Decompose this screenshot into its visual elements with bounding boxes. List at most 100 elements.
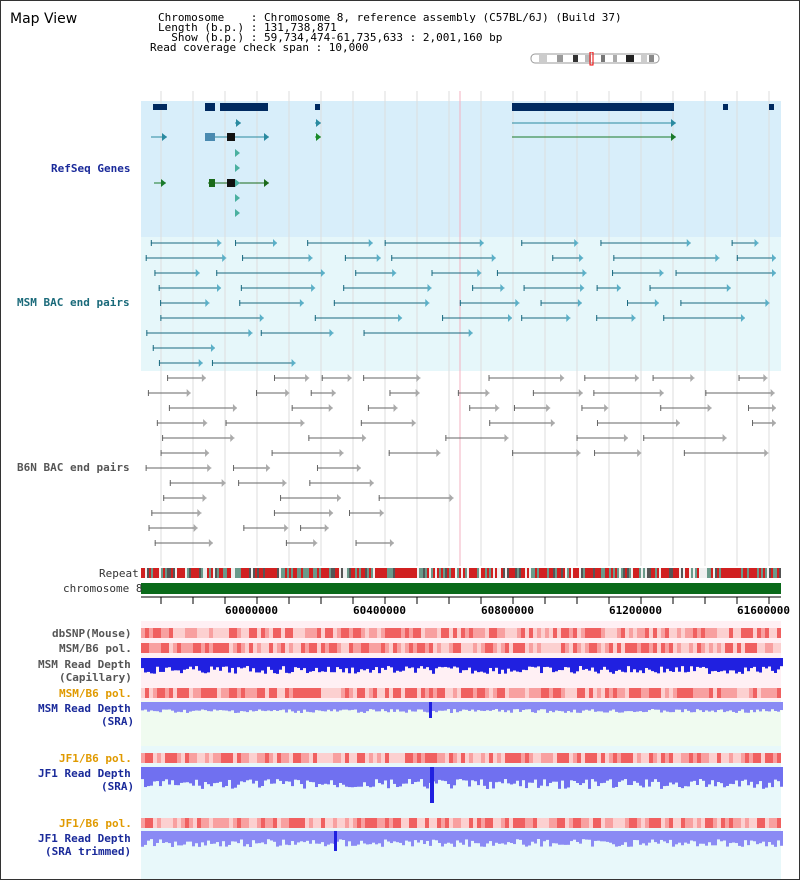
polymorphism-cell (429, 753, 433, 763)
depth-bar (315, 831, 318, 844)
polymorphism-cell (577, 753, 581, 763)
depth-bar (249, 767, 252, 780)
repeat-segment (263, 568, 265, 578)
polymorphism-cell (765, 753, 769, 763)
depth-bar (315, 658, 318, 668)
bac-end (156, 420, 158, 426)
repeat-segment (669, 568, 671, 578)
depth-bar (588, 702, 591, 711)
polymorphism-cell (405, 628, 409, 638)
depth-bar (366, 658, 369, 669)
repeat-segment (453, 568, 455, 578)
depth-bar (618, 767, 621, 782)
polymorphism-cell (249, 643, 253, 653)
depth-bar (252, 658, 255, 669)
depth-bar (312, 831, 315, 841)
polymorphism-cell (553, 643, 557, 653)
depth-bar (498, 658, 501, 674)
polymorphism-cell (749, 628, 753, 638)
depth-bar (402, 767, 405, 784)
polymorphism-cell (289, 818, 293, 828)
polymorphism-cell (645, 643, 649, 653)
repeat-segment (187, 568, 189, 578)
depth-bar (729, 831, 732, 844)
repeat-segment (561, 568, 563, 578)
polymorphism-cell (681, 818, 685, 828)
polymorphism-cell (261, 818, 265, 828)
bac-end (271, 450, 273, 456)
chromosome-ideogram[interactable] (529, 52, 661, 66)
polymorphism-cell (153, 753, 157, 763)
polymorphism-cell (153, 818, 157, 828)
polymorphism-cell (737, 643, 741, 653)
polymorphism-cell (205, 818, 209, 828)
polymorphism-cell (557, 643, 561, 653)
polymorphism-cell (461, 818, 465, 828)
depth-bar (651, 702, 654, 710)
polymorphism-cell (597, 753, 601, 763)
repeat-segment (595, 568, 597, 578)
depth-bar (594, 767, 597, 782)
repeat-segment (557, 568, 559, 578)
genome-tracks[interactable] (1, 91, 800, 880)
bac-end-arrow (515, 299, 520, 307)
depth-bar (390, 831, 393, 844)
repeat-segment (435, 568, 437, 578)
depth-bar (780, 702, 783, 711)
depth-bar (402, 702, 405, 712)
repeat-segment (231, 568, 233, 578)
depth-bar (432, 658, 435, 674)
depth-bar (534, 767, 537, 780)
repeat-segment (235, 568, 237, 578)
depth-bar (657, 658, 660, 674)
polymorphism-cell (497, 753, 501, 763)
polymorphism-cell (321, 818, 325, 828)
depth-bar (270, 767, 273, 784)
depth-bar (513, 658, 516, 671)
bac-end-arrow (208, 539, 213, 547)
depth-bar (384, 767, 387, 781)
depth-bar (564, 767, 567, 789)
depth-bar (435, 831, 438, 841)
repeat-segment (161, 568, 163, 578)
polymorphism-cell (177, 643, 181, 653)
polymorphism-cell (625, 753, 629, 763)
polymorphism-cell (701, 688, 705, 698)
polymorphism-cell (437, 688, 441, 698)
depth-bar (393, 702, 396, 712)
depth-bar (426, 658, 429, 668)
depth-bar (693, 658, 696, 672)
polymorphism-cell (605, 818, 609, 828)
depth-bar (327, 658, 330, 667)
polymorphism-cell (761, 688, 765, 698)
depth-bar (399, 658, 402, 672)
depth-bar (486, 658, 489, 674)
polymorphism-cell (661, 818, 665, 828)
repeat-segment (413, 568, 415, 578)
polymorphism-cell (297, 688, 301, 698)
depth-bar (261, 767, 264, 787)
bac-end-arrow (772, 269, 776, 277)
depth-bar (324, 831, 327, 847)
depth-bar (597, 831, 600, 841)
polymorphism-cell (709, 753, 713, 763)
depth-bar (384, 702, 387, 712)
depth-bar (687, 658, 690, 672)
depth-bar (348, 831, 351, 842)
polymorphism-cell (349, 643, 353, 653)
depth-bar (393, 831, 396, 842)
depth-bar (672, 831, 675, 847)
depth-bar (468, 831, 471, 847)
repeat-segment (571, 568, 573, 578)
depth-bar (633, 831, 636, 841)
polymorphism-cell (589, 753, 593, 763)
polymorphism-cell (621, 818, 625, 828)
bac-end-arrow (468, 329, 473, 337)
depth-bar (429, 658, 432, 671)
depth-bar (582, 767, 585, 784)
repeat-segment (615, 568, 617, 578)
repeat-segment (611, 568, 613, 578)
polymorphism-cell (721, 688, 725, 698)
polymorphism-cell (633, 818, 637, 828)
polymorphism-cell (233, 628, 237, 638)
